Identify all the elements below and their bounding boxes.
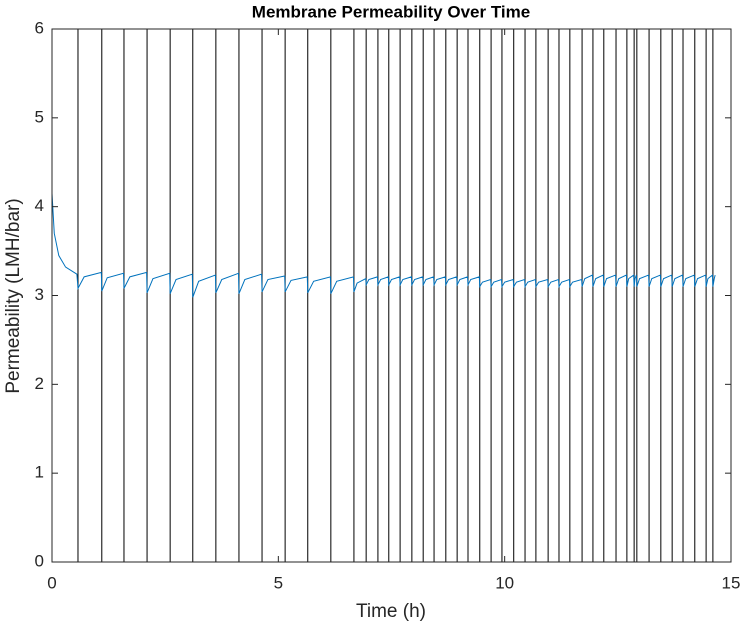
x-tick-label: 15	[722, 573, 741, 592]
y-tick-label: 0	[35, 551, 44, 570]
axes-box	[51, 28, 732, 563]
y-tick-label: 3	[35, 285, 44, 304]
y-axis-label: Permeability (LMH/bar)	[3, 198, 24, 393]
x-tick-label: 10	[495, 573, 514, 592]
x-tick-label: 5	[274, 573, 283, 592]
x-axis-label: Time (h)	[356, 601, 426, 622]
y-tick-label: 1	[35, 463, 44, 482]
data-line	[51, 193, 716, 298]
x-tick-label: 0	[47, 573, 56, 592]
y-tick-label: 5	[35, 107, 44, 126]
y-tick-label: 4	[35, 196, 44, 215]
y-tick-label: 2	[35, 374, 44, 393]
y-tick-label: 6	[35, 18, 44, 37]
chart-title: Membrane Permeability Over Time	[252, 2, 530, 21]
